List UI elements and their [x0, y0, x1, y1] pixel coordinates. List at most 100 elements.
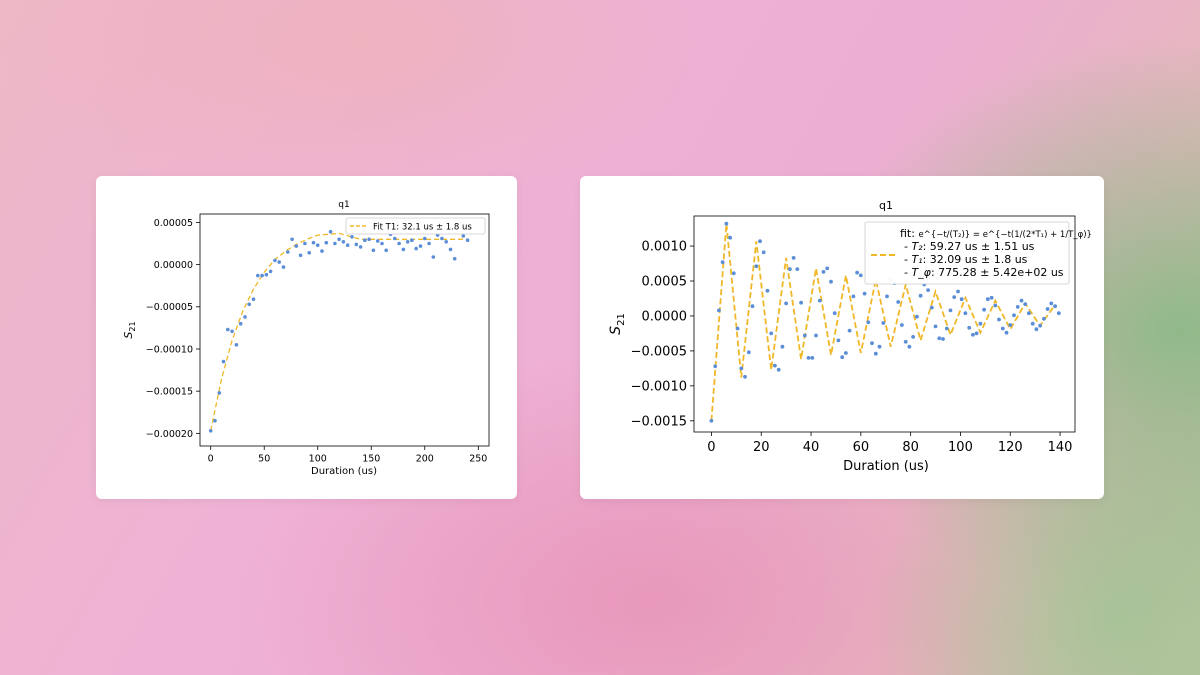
x-tick-label: 140	[1048, 440, 1073, 455]
data-point	[929, 305, 934, 310]
data-point	[788, 267, 792, 271]
data-point	[230, 329, 234, 334]
data-point	[1027, 311, 1031, 316]
x-axis-label: Duration (us)	[843, 459, 929, 474]
y-tick-label: −0.00010	[146, 344, 193, 355]
x-tick-label: 50	[258, 454, 270, 465]
data-point	[1042, 316, 1046, 321]
data-point	[358, 245, 363, 249]
y-tick-label: −0.0005	[631, 345, 687, 360]
data-point	[311, 240, 316, 245]
data-point	[397, 241, 401, 246]
data-point	[817, 298, 822, 303]
data-point	[967, 325, 972, 330]
data-point	[821, 270, 826, 274]
data-point	[461, 234, 466, 238]
data-point	[226, 327, 230, 332]
data-point	[256, 273, 260, 278]
plot-area	[208, 229, 470, 433]
data-point	[393, 236, 397, 241]
data-point	[465, 238, 470, 242]
data-point	[829, 279, 833, 284]
y-tick-label: 0.0000	[642, 310, 688, 325]
y-axis-label-sub: 21	[128, 321, 137, 331]
legend-line-2: - T₂: 59.27 us ± 1.51 us	[904, 240, 1035, 253]
data-point	[795, 267, 800, 271]
data-point	[799, 300, 803, 305]
data-point	[974, 331, 979, 336]
x-tick-label: 80	[902, 440, 919, 455]
x-tick-label: 0	[208, 454, 214, 465]
data-point	[247, 302, 251, 307]
data-point	[915, 314, 919, 319]
legend-line-1-formula: e^{−t/(T₂)} = e^{−t(1/(2*T₁) + 1/T_φ)}	[918, 230, 1092, 240]
data-point	[345, 243, 350, 247]
data-point	[286, 250, 290, 254]
data-point	[410, 238, 414, 242]
data-point	[401, 247, 406, 252]
data-point	[260, 273, 264, 278]
data-point	[971, 332, 975, 337]
data-point	[221, 359, 226, 364]
fit-line	[710, 223, 1056, 421]
data-point	[724, 221, 729, 226]
x-tick-label: 120	[998, 440, 1023, 455]
data-point	[746, 350, 751, 355]
axes-frame	[693, 215, 1076, 433]
data-point	[277, 260, 281, 264]
data-point	[847, 328, 852, 333]
data-point	[873, 351, 878, 356]
data-point	[1038, 323, 1042, 328]
x-tick-label: 100	[948, 440, 973, 455]
data-point	[328, 229, 333, 234]
legend-line-1: fit: e^{−t/(T₂)} = e^{−t(1/(2*T₁) + 1/T_…	[900, 227, 1092, 240]
data-point	[731, 271, 736, 276]
legend-t2-label: - T₂	[904, 240, 923, 253]
data-point	[896, 300, 901, 304]
y-tick-label: 0.0010	[642, 240, 688, 255]
data-point	[1000, 326, 1005, 331]
data-point	[836, 338, 841, 343]
data-point	[1019, 298, 1024, 303]
data-point	[956, 289, 960, 294]
y-axis-label: S21	[608, 313, 627, 335]
data-point	[405, 240, 410, 244]
legend-line-3: - T₁: 32.09 us ± 1.8 us	[904, 253, 1028, 266]
x-axis-label: Duration (us)	[311, 466, 377, 477]
legend-tphi-label: - T_φ	[904, 266, 932, 279]
y-tick-label: −0.00015	[146, 387, 193, 398]
x-tick-label: 150	[362, 454, 380, 465]
data-point	[268, 269, 273, 274]
data-point	[982, 307, 986, 312]
data-point	[713, 364, 718, 369]
chart-title: q1	[338, 200, 349, 210]
data-point	[862, 291, 867, 296]
data-point	[918, 293, 923, 298]
chart-title: q1	[879, 199, 893, 212]
legend-t1-label: - T₁	[904, 253, 923, 266]
y-tick-label: −0.0015	[631, 414, 687, 429]
data-point	[989, 295, 994, 300]
data-point	[213, 418, 217, 423]
data-point	[885, 294, 889, 299]
data-point	[448, 247, 453, 252]
data-point	[320, 249, 324, 253]
data-point	[341, 240, 346, 244]
data-point	[948, 308, 953, 313]
data-point	[337, 237, 341, 242]
data-point	[1034, 327, 1039, 332]
data-point	[709, 418, 714, 423]
data-point	[720, 260, 725, 264]
data-point	[354, 242, 359, 247]
data-point	[926, 288, 930, 292]
data-point	[440, 236, 444, 241]
data-point	[911, 335, 915, 339]
fit-line	[210, 232, 468, 431]
data-point	[1023, 302, 1028, 306]
data-point	[298, 253, 303, 258]
legend: fit: e^{−t/(T₂)} = e^{−t(1/(2*T₁) + 1/T_…	[864, 221, 1092, 285]
data-point	[251, 297, 256, 301]
data-point	[431, 255, 436, 259]
legend-line-4: - T_φ: 775.28 ± 5.42e+02 us	[904, 266, 1064, 279]
data-point	[832, 311, 837, 316]
